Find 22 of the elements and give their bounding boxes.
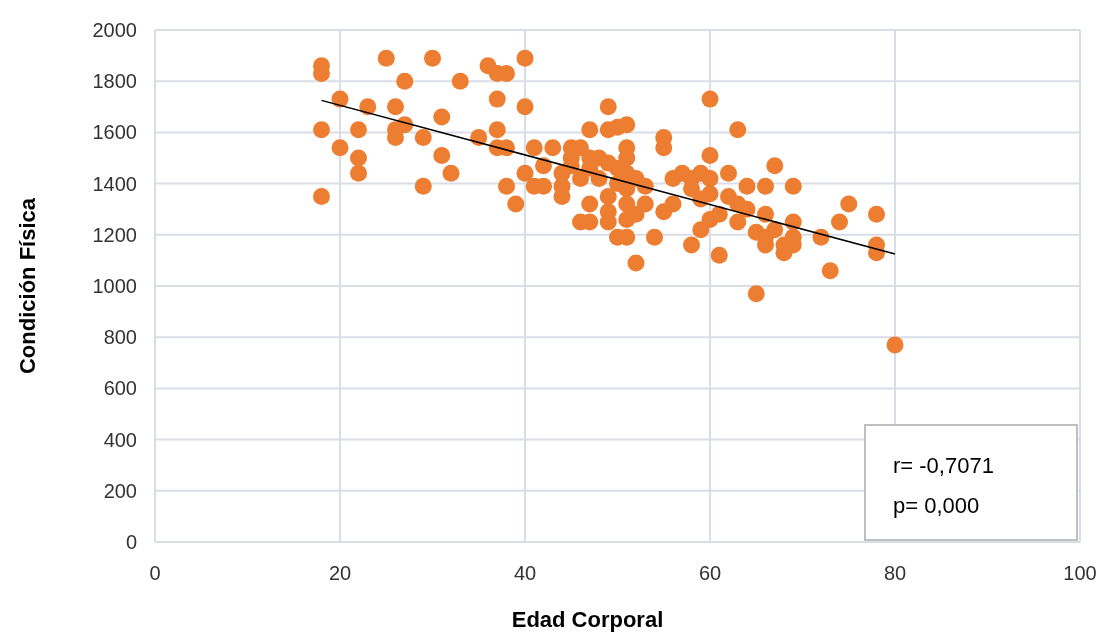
x-tick-label: 20 [328, 562, 352, 584]
y-tick-label: 1400 [92, 172, 137, 195]
x-axis-title: Edad Corporal [511, 607, 664, 632]
x-tick-label: 80 [883, 562, 907, 584]
y-tick-label: 1000 [92, 275, 137, 297]
stats-box: r= -0,7071 p= 0,000 [864, 424, 1078, 541]
y-tick-label: 200 [103, 479, 137, 502]
y-tick-label: 1200 [92, 223, 137, 246]
annotation: p= 0,000 [893, 493, 980, 518]
y-tick-label: 0 [125, 531, 137, 553]
x-tick-label: 0 [149, 562, 161, 584]
y-axis-title: Condición Física [15, 197, 40, 375]
annotation: r= -0,7071 [893, 453, 994, 478]
y-tick-label: 800 [103, 326, 137, 349]
x-tick-label: 40 [513, 562, 537, 584]
y-tick-label: 1800 [92, 70, 137, 93]
y-tick-label: 400 [103, 428, 137, 451]
y-tick-label: 2000 [92, 19, 137, 41]
y-tick-label: 1600 [92, 121, 137, 144]
x-tick-label: 100 [1063, 562, 1097, 584]
y-tick-label: 600 [103, 377, 137, 400]
x-tick-label: 60 [698, 562, 722, 584]
